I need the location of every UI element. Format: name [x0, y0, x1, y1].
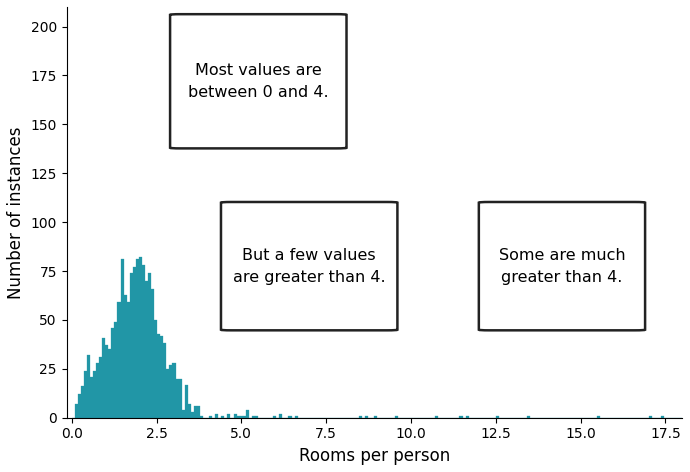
- FancyBboxPatch shape: [479, 202, 645, 330]
- Bar: [649, 416, 652, 418]
- Bar: [157, 334, 160, 418]
- FancyBboxPatch shape: [170, 14, 346, 148]
- Bar: [90, 377, 93, 418]
- Bar: [181, 410, 185, 418]
- Bar: [164, 344, 166, 418]
- Bar: [145, 281, 148, 418]
- Bar: [279, 414, 282, 418]
- Bar: [179, 379, 181, 418]
- Bar: [661, 416, 664, 418]
- Bar: [175, 379, 179, 418]
- Bar: [209, 416, 212, 418]
- Bar: [194, 406, 197, 418]
- Bar: [130, 273, 132, 418]
- Bar: [460, 416, 462, 418]
- Bar: [106, 346, 108, 418]
- Bar: [237, 416, 239, 418]
- Bar: [115, 322, 117, 418]
- Bar: [243, 416, 246, 418]
- Bar: [288, 416, 292, 418]
- Bar: [87, 355, 90, 418]
- Text: Some are much
greater than 4.: Some are much greater than 4.: [499, 247, 625, 285]
- Bar: [295, 416, 297, 418]
- Bar: [148, 273, 151, 418]
- Bar: [166, 369, 170, 418]
- Bar: [102, 337, 106, 418]
- Bar: [435, 416, 438, 418]
- Bar: [190, 412, 194, 418]
- Bar: [597, 416, 600, 418]
- Bar: [121, 259, 124, 418]
- Bar: [233, 414, 237, 418]
- Bar: [221, 416, 224, 418]
- Bar: [151, 289, 154, 418]
- Bar: [200, 416, 203, 418]
- Bar: [255, 416, 258, 418]
- Bar: [228, 414, 230, 418]
- Bar: [108, 349, 111, 418]
- Bar: [124, 295, 127, 418]
- Y-axis label: Number of instances: Number of instances: [7, 126, 25, 299]
- Bar: [172, 363, 175, 418]
- Bar: [466, 416, 469, 418]
- Text: But a few values
are greater than 4.: But a few values are greater than 4.: [233, 247, 386, 285]
- Bar: [185, 385, 188, 418]
- Bar: [496, 416, 499, 418]
- Bar: [136, 259, 139, 418]
- Bar: [96, 363, 99, 418]
- FancyBboxPatch shape: [221, 202, 397, 330]
- Bar: [132, 267, 136, 418]
- X-axis label: Rooms per person: Rooms per person: [299, 447, 450, 465]
- Bar: [117, 303, 121, 418]
- Bar: [359, 416, 362, 418]
- Bar: [197, 406, 200, 418]
- Bar: [111, 328, 115, 418]
- Bar: [188, 404, 190, 418]
- Bar: [99, 357, 102, 418]
- Bar: [142, 265, 145, 418]
- Bar: [246, 410, 249, 418]
- Bar: [93, 371, 96, 418]
- Bar: [395, 416, 398, 418]
- Bar: [81, 387, 84, 418]
- Bar: [154, 320, 157, 418]
- Bar: [215, 414, 218, 418]
- Bar: [365, 416, 368, 418]
- Bar: [374, 416, 377, 418]
- Bar: [239, 416, 243, 418]
- Text: Most values are
between 0 and 4.: Most values are between 0 and 4.: [188, 63, 328, 100]
- Bar: [84, 371, 87, 418]
- Bar: [127, 303, 130, 418]
- Bar: [78, 394, 81, 418]
- Bar: [139, 257, 142, 418]
- Bar: [75, 404, 78, 418]
- Bar: [170, 365, 172, 418]
- Bar: [273, 416, 276, 418]
- Bar: [160, 336, 164, 418]
- Bar: [252, 416, 255, 418]
- Bar: [526, 416, 530, 418]
